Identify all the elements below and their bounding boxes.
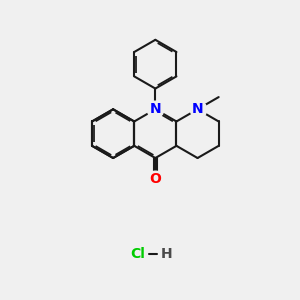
Text: N: N <box>149 102 161 116</box>
Text: N: N <box>192 102 203 116</box>
Text: H: H <box>160 247 172 261</box>
Text: Cl: Cl <box>131 247 146 261</box>
Text: O: O <box>149 172 161 186</box>
